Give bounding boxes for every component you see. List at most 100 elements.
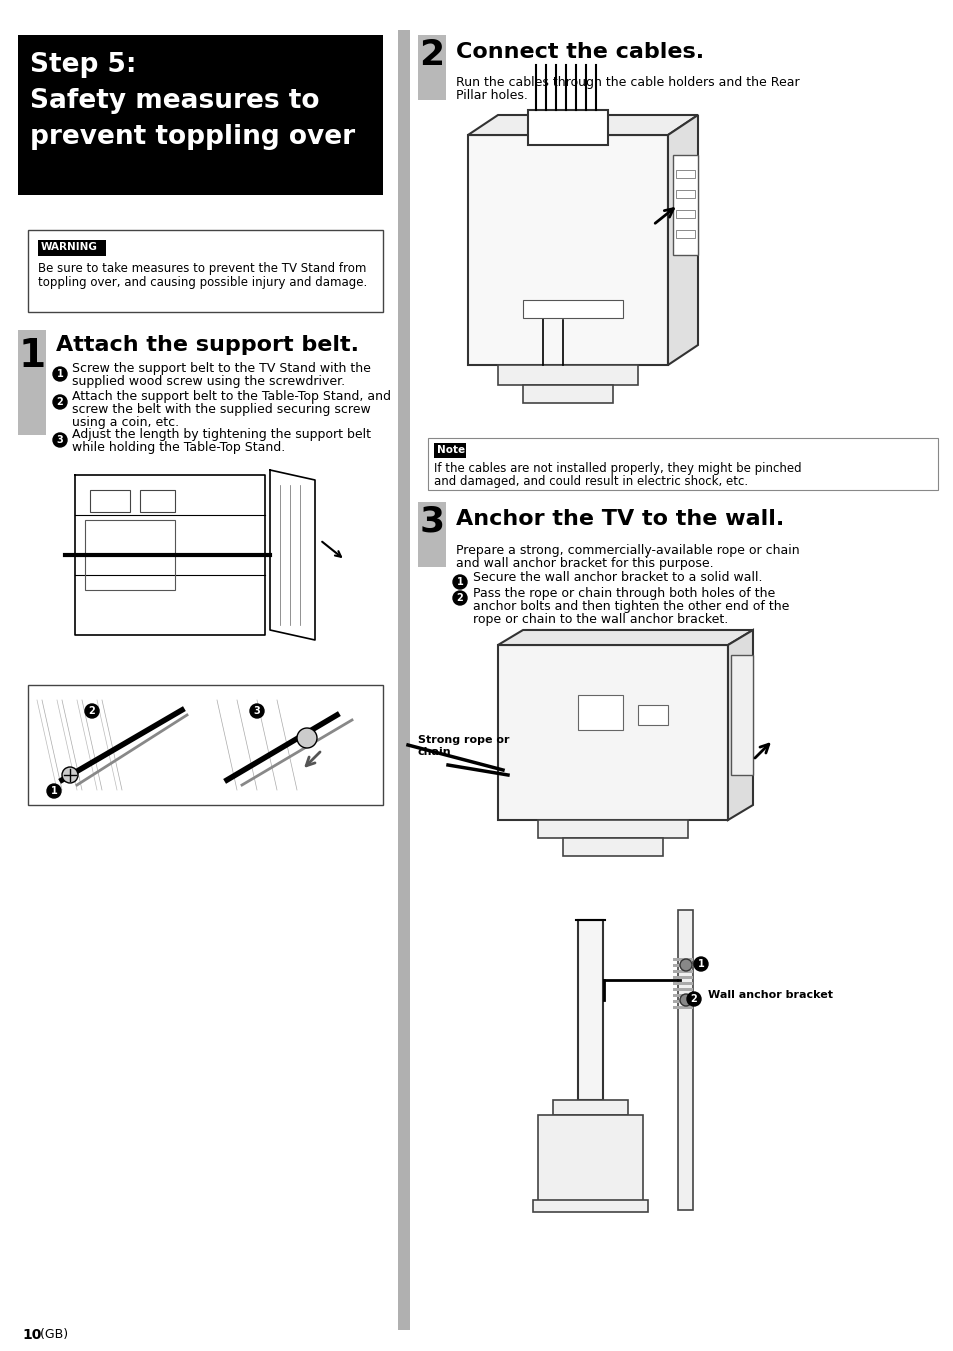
Bar (18, 330, 46, 435)
Text: while holding the Table-Top Stand.: while holding the Table-Top Stand. (71, 440, 285, 454)
Circle shape (693, 957, 707, 971)
Circle shape (296, 728, 316, 748)
Text: 2: 2 (56, 397, 63, 407)
Text: Connect the cables.: Connect the cables. (456, 42, 703, 62)
Bar (672, 975, 692, 979)
Bar (676, 209, 695, 218)
Text: using a coin, etc.: using a coin, etc. (71, 416, 179, 430)
Text: If the cables are not installed properly, they might be pinched: If the cables are not installed properly… (434, 462, 801, 476)
Bar (672, 988, 692, 992)
Bar (562, 838, 662, 857)
Bar (537, 1115, 642, 1205)
Bar (140, 490, 174, 512)
Polygon shape (497, 630, 752, 644)
Bar (676, 170, 695, 178)
Bar (434, 443, 465, 458)
Bar (428, 438, 937, 490)
Text: Note: Note (436, 444, 465, 455)
Bar (676, 230, 695, 238)
Circle shape (62, 767, 78, 784)
Text: Pillar holes.: Pillar holes. (456, 89, 527, 101)
Circle shape (53, 367, 67, 381)
Circle shape (47, 784, 61, 798)
Text: 1: 1 (18, 336, 46, 376)
Text: toppling over, and causing possible injury and damage.: toppling over, and causing possible inju… (38, 276, 367, 289)
Text: rope or chain to the wall anchor bracket.: rope or chain to the wall anchor bracket… (473, 613, 727, 626)
Bar (18, 35, 382, 195)
Circle shape (250, 704, 264, 717)
Bar (678, 911, 692, 1210)
Text: 1: 1 (51, 786, 57, 796)
Circle shape (453, 590, 467, 605)
Circle shape (679, 959, 691, 971)
Text: Safety measures to: Safety measures to (30, 88, 319, 113)
Bar (522, 385, 613, 403)
Bar (578, 694, 622, 730)
Polygon shape (667, 115, 698, 365)
Text: Adjust the length by tightening the support belt: Adjust the length by tightening the supp… (71, 428, 371, 440)
Bar (38, 240, 106, 255)
Text: 2: 2 (690, 994, 697, 1004)
Bar (730, 655, 752, 775)
Text: 3: 3 (56, 435, 63, 444)
Text: and wall anchor bracket for this purpose.: and wall anchor bracket for this purpose… (456, 557, 713, 570)
Bar (672, 982, 692, 985)
Bar (468, 135, 667, 365)
Text: 10: 10 (22, 1328, 41, 1342)
Bar (638, 705, 667, 725)
Text: and damaged, and could result in electric shock, etc.: and damaged, and could result in electri… (434, 476, 747, 488)
Bar (90, 490, 130, 512)
Text: Run the cables through the cable holders and the Rear: Run the cables through the cable holders… (456, 76, 799, 89)
Text: Pass the rope or chain through both holes of the: Pass the rope or chain through both hole… (473, 586, 775, 600)
Bar (85, 520, 174, 590)
Text: Anchor the TV to the wall.: Anchor the TV to the wall. (456, 509, 783, 530)
Bar (578, 920, 602, 1100)
Circle shape (679, 994, 691, 1006)
Bar (207, 690, 372, 800)
Bar (397, 30, 410, 1329)
Text: 2: 2 (89, 707, 95, 716)
Bar (672, 965, 692, 967)
Bar (672, 994, 692, 997)
Text: (GB): (GB) (36, 1328, 68, 1342)
Bar (672, 1000, 692, 1002)
Text: WARNING: WARNING (41, 242, 98, 253)
Bar (32, 690, 196, 800)
Text: screw the belt with the supplied securing screw: screw the belt with the supplied securin… (71, 403, 371, 416)
Text: Attach the support belt to the Table-Top Stand, and: Attach the support belt to the Table-Top… (71, 390, 391, 403)
Bar (527, 109, 607, 145)
Bar (672, 958, 692, 961)
Text: 1: 1 (56, 369, 63, 380)
Text: 1: 1 (456, 577, 463, 586)
Text: Strong rope or
chain: Strong rope or chain (417, 735, 509, 757)
Text: Step 5:: Step 5: (30, 51, 136, 78)
Bar (28, 230, 382, 312)
Bar (533, 1200, 647, 1212)
Bar (672, 970, 692, 973)
Text: anchor bolts and then tighten the other end of the: anchor bolts and then tighten the other … (473, 600, 788, 613)
Polygon shape (468, 115, 698, 135)
Text: Be sure to take measures to prevent the TV Stand from: Be sure to take measures to prevent the … (38, 262, 366, 276)
Text: 3: 3 (253, 707, 260, 716)
Circle shape (85, 704, 99, 717)
Text: Secure the wall anchor bracket to a solid wall.: Secure the wall anchor bracket to a soli… (473, 571, 761, 584)
Circle shape (686, 992, 700, 1006)
Circle shape (53, 394, 67, 409)
Bar (553, 1100, 627, 1115)
Text: 2: 2 (419, 38, 444, 72)
Bar (28, 685, 382, 805)
Text: supplied wood screw using the screwdriver.: supplied wood screw using the screwdrive… (71, 376, 345, 388)
Text: Prepare a strong, commercially-available rope or chain: Prepare a strong, commercially-available… (456, 544, 799, 557)
Bar (497, 644, 727, 820)
Bar (417, 503, 446, 567)
Text: 3: 3 (419, 505, 444, 539)
Text: 1: 1 (697, 959, 703, 969)
Circle shape (53, 434, 67, 447)
Circle shape (453, 576, 467, 589)
Bar (672, 155, 698, 255)
Text: 2: 2 (456, 593, 463, 603)
Bar (537, 820, 687, 838)
Text: Attach the support belt.: Attach the support belt. (56, 335, 358, 355)
Text: Wall anchor bracket: Wall anchor bracket (707, 990, 832, 1000)
Text: Screw the support belt to the TV Stand with the: Screw the support belt to the TV Stand w… (71, 362, 371, 376)
